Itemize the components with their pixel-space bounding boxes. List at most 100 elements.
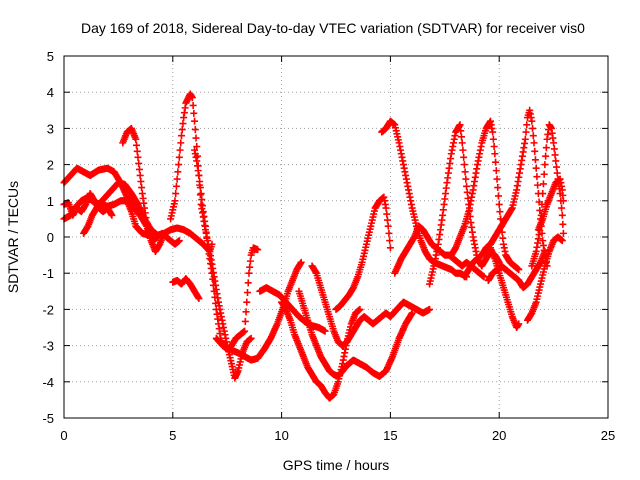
data-point — [489, 135, 497, 143]
data-point — [494, 192, 502, 200]
data-point — [551, 151, 559, 159]
data-point — [533, 173, 541, 181]
data-point — [515, 266, 523, 274]
data-point — [386, 244, 394, 252]
data-point — [199, 202, 207, 210]
data-point — [172, 190, 180, 198]
data-point — [246, 257, 254, 265]
data-point — [175, 161, 183, 169]
x-axis-label: GPS time / hours — [283, 457, 390, 473]
data-point — [523, 121, 531, 129]
y-tick-label: 1 — [47, 194, 54, 209]
data-point — [189, 101, 197, 109]
data-point — [108, 211, 116, 219]
data-point — [247, 334, 255, 342]
data-point — [539, 180, 547, 188]
data-point — [246, 263, 254, 271]
data-point — [136, 171, 144, 179]
data-point — [210, 287, 218, 295]
y-tick-label: -1 — [42, 266, 54, 281]
data-point — [528, 117, 536, 125]
data-point — [540, 170, 548, 178]
data-point — [558, 237, 566, 245]
y-tick-label: -5 — [42, 411, 54, 426]
y-tick-label: 3 — [47, 121, 54, 136]
x-tick-labels: 0 5 10 15 20 25 — [60, 428, 615, 443]
data-point — [173, 175, 181, 183]
data-point — [195, 295, 203, 303]
data-point — [245, 269, 253, 277]
data-point — [321, 327, 329, 335]
data-point — [539, 190, 547, 198]
data-point — [383, 216, 391, 224]
data-point — [457, 133, 465, 141]
y-axis-label: SDTVAR / TECUs — [5, 181, 21, 293]
data-point — [460, 161, 468, 169]
x-tick-label: 5 — [169, 428, 176, 443]
data-point — [542, 144, 550, 152]
chart-title: Day 169 of 2018, Sidereal Day-to-day VTE… — [81, 20, 585, 36]
y-tick-labels: -5 -4 -3 -2 -1 0 1 2 3 4 5 — [42, 49, 54, 426]
data-point — [559, 229, 567, 237]
data-point — [137, 177, 145, 185]
data-point — [491, 150, 499, 158]
series-sat-o — [378, 117, 471, 281]
data-point — [461, 168, 469, 176]
data-point — [492, 167, 500, 175]
x-tick-label: 0 — [60, 428, 67, 443]
series-sat-r — [447, 117, 523, 274]
data-point — [462, 175, 470, 183]
data-point — [179, 120, 187, 128]
data-point — [209, 275, 217, 283]
data-point — [496, 208, 504, 216]
x-tick-label: 10 — [274, 428, 288, 443]
y-tick-label: 0 — [47, 230, 54, 245]
y-tick-label: -2 — [42, 302, 54, 317]
series-sat-k — [278, 298, 364, 402]
data-point — [558, 204, 566, 212]
data-point — [191, 126, 199, 134]
data-points — [60, 90, 567, 402]
series-sat-h — [191, 146, 262, 353]
data-point — [382, 204, 390, 212]
data-point — [188, 94, 196, 102]
series-sat-g — [169, 275, 203, 303]
data-point — [178, 126, 186, 134]
y-tick-label: 2 — [47, 158, 54, 173]
data-point — [559, 197, 567, 205]
data-point — [197, 190, 205, 198]
data-point — [552, 157, 560, 165]
data-point — [243, 298, 251, 306]
data-point — [460, 153, 468, 161]
series-sat-n — [332, 193, 394, 313]
data-point — [559, 220, 567, 228]
series-sat-j — [256, 284, 329, 335]
data-point — [492, 158, 500, 166]
data-point — [177, 139, 185, 147]
data-point — [132, 135, 140, 143]
data-point — [384, 222, 392, 230]
data-point — [172, 182, 180, 190]
series-sat-f — [167, 90, 255, 382]
data-point — [534, 181, 542, 189]
y-tick-label: 4 — [47, 85, 54, 100]
data-point — [529, 132, 537, 140]
data-point — [536, 206, 544, 214]
data-point — [386, 237, 394, 245]
data-point — [175, 153, 183, 161]
data-point — [171, 197, 179, 205]
data-point — [191, 117, 199, 125]
x-tick-label: 20 — [492, 428, 506, 443]
data-point — [209, 281, 217, 289]
x-tick-label: 25 — [601, 428, 615, 443]
series-sat-v — [523, 233, 566, 324]
data-point — [201, 222, 209, 230]
data-point — [456, 121, 464, 129]
data-point — [522, 128, 530, 136]
y-tick-label: -3 — [42, 339, 54, 354]
data-point — [494, 184, 502, 192]
series-sat-d — [80, 179, 216, 255]
data-point — [532, 164, 540, 172]
y-tick-label: -4 — [42, 375, 54, 390]
data-point — [241, 327, 249, 335]
